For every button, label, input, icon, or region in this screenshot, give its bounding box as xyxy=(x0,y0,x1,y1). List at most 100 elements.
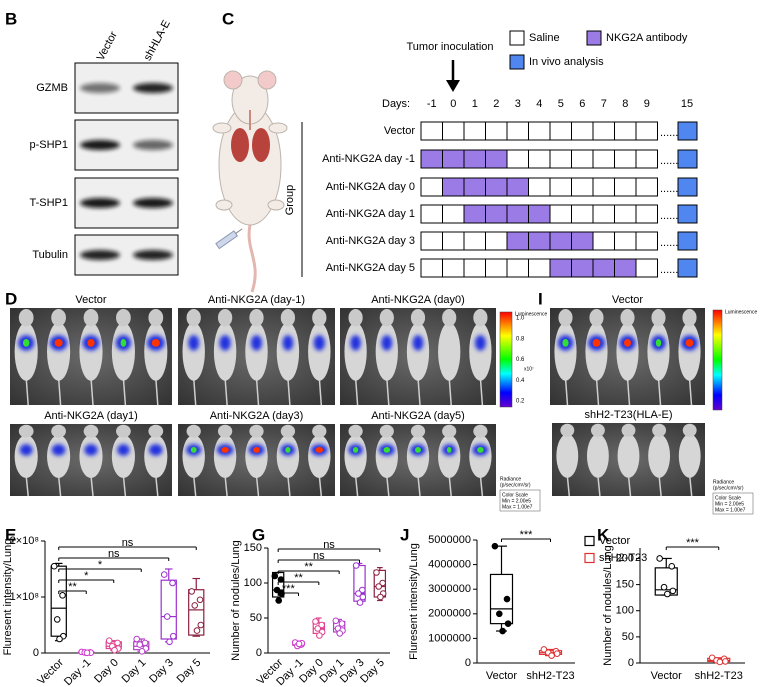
data-point xyxy=(188,588,196,595)
schedule-cell xyxy=(614,149,637,169)
mouse-body xyxy=(438,434,461,478)
mouse-body xyxy=(213,434,237,478)
mouse-head xyxy=(280,308,296,327)
data-point xyxy=(504,620,512,627)
group-name: Vector xyxy=(384,125,416,137)
group-name: Anti-NKG2A day 5 xyxy=(326,262,415,274)
data-point xyxy=(271,572,279,580)
mouse-tail xyxy=(626,377,631,406)
mouse-body xyxy=(308,322,331,381)
schedule-cell xyxy=(442,121,465,141)
legend-label: Vector xyxy=(599,535,631,547)
schedule-cell xyxy=(485,258,508,278)
schedule-cell xyxy=(592,231,615,251)
data-point xyxy=(166,638,173,646)
mouse-body xyxy=(111,434,135,478)
schedule-cell xyxy=(635,258,658,278)
mouse-head xyxy=(18,424,34,438)
day-label: 8 xyxy=(622,98,628,110)
image-title: Anti-NKG2A (day1) xyxy=(44,410,138,422)
mouse-head xyxy=(410,308,426,327)
mouse-body xyxy=(47,434,71,478)
data-point xyxy=(355,590,362,597)
image-title: Vector xyxy=(75,294,107,306)
mouse-tail xyxy=(90,475,94,497)
day-label: 6 xyxy=(579,98,585,110)
analysis-cell xyxy=(677,231,698,251)
x-tick-label: Day -1 xyxy=(62,657,93,687)
mouse-head xyxy=(217,308,233,327)
mouse-body xyxy=(554,322,577,381)
mouse-head xyxy=(589,308,604,327)
mouse-body xyxy=(14,322,38,381)
y-tick-label: 150 xyxy=(616,578,634,590)
mouse-head xyxy=(116,308,131,327)
day-label: 4 xyxy=(536,98,542,110)
y-tick-label: 1×10⁸ xyxy=(10,591,39,603)
radiance: Radiance xyxy=(713,479,734,485)
mouse-head xyxy=(116,424,131,438)
colorbar-title: Luminescence xyxy=(725,309,757,315)
schedule-cell xyxy=(442,258,465,278)
schedule-cell xyxy=(506,258,529,278)
data-point xyxy=(59,592,66,599)
day-label: 3 xyxy=(515,98,521,110)
mouse-tail xyxy=(122,475,127,497)
schedule-cell xyxy=(571,121,594,141)
colorbar-tick: 0.6 xyxy=(516,357,525,363)
mouse-tail xyxy=(627,475,632,497)
mouse-body xyxy=(375,434,398,478)
mouse-head xyxy=(682,423,697,437)
mouse-head xyxy=(473,308,488,327)
schedule-cell xyxy=(463,177,486,197)
schedule-cell xyxy=(635,149,658,169)
data-point xyxy=(105,637,113,644)
sig-label: * xyxy=(98,559,103,571)
mouse-body xyxy=(616,322,639,381)
legend-label: Saline xyxy=(529,32,560,44)
signal xyxy=(84,444,98,456)
color-scale-text: Max = 1.00e7 xyxy=(715,507,746,513)
x-tick-label: Vector xyxy=(486,670,518,682)
signal xyxy=(250,335,263,351)
group-name: Anti-NKG2A day -1 xyxy=(322,153,415,165)
data-point xyxy=(352,562,360,569)
mouse-body xyxy=(406,434,430,478)
day-label: 5 xyxy=(558,98,564,110)
schedule-cell xyxy=(614,231,637,251)
row-label: Tubulin xyxy=(32,249,68,261)
signal xyxy=(19,444,33,456)
mouse-body xyxy=(648,433,671,478)
mouse-tail xyxy=(255,475,260,497)
y-tick-label: 100 xyxy=(244,577,262,589)
image-title: Anti-NKG2A (day5) xyxy=(371,410,465,422)
mouse-head xyxy=(148,308,164,327)
y-tick-label: 3000000 xyxy=(428,583,471,595)
data-point xyxy=(53,616,61,623)
data-point xyxy=(491,542,499,550)
y-tick-label: 150 xyxy=(244,542,262,554)
panel-label: B xyxy=(5,9,17,28)
signal xyxy=(117,444,130,456)
mouse-head xyxy=(590,423,605,437)
data-point xyxy=(196,596,204,604)
y-tick-label: 0 xyxy=(256,647,262,659)
data-point xyxy=(191,602,199,609)
mouse-body xyxy=(617,433,640,478)
data-point xyxy=(668,562,676,570)
x-tick-label: shH2-T23 xyxy=(526,670,574,682)
data-point xyxy=(660,583,668,591)
schedule-cell xyxy=(549,258,572,278)
panel-label: G xyxy=(252,525,265,544)
mouse-body xyxy=(585,322,608,381)
data-point xyxy=(664,590,671,598)
signal-core xyxy=(446,447,452,453)
data-point xyxy=(338,620,346,627)
mouse-head xyxy=(379,424,394,438)
y-tick-label: 1000000 xyxy=(428,632,471,644)
signal xyxy=(219,335,231,351)
panel-label: I xyxy=(538,289,543,308)
mouse-tail xyxy=(192,475,197,497)
mouse-tail xyxy=(287,377,291,406)
legend-swatch xyxy=(509,54,525,70)
